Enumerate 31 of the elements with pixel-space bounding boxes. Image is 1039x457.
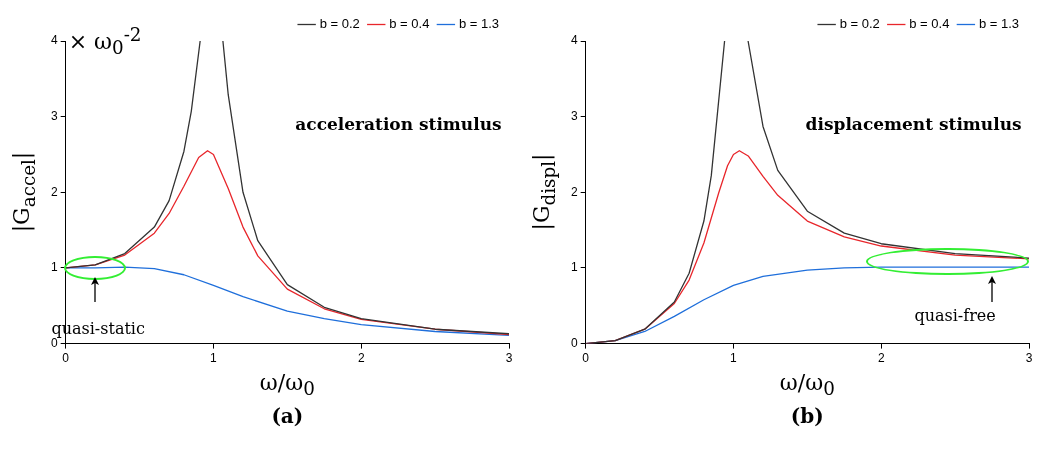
annotation: quasi-free	[914, 305, 996, 325]
annotation: acceleration stimulus	[295, 114, 502, 135]
y-tick-label: 4	[50, 33, 58, 48]
legend-label: b = 0.2	[839, 16, 880, 32]
x-tick-label: 2	[877, 351, 885, 366]
y-tick-label: 1	[50, 260, 58, 275]
x-tick-label: 0	[582, 351, 590, 366]
x-tick-label: 0	[62, 351, 70, 366]
legend-label: b = 0.2	[319, 16, 360, 32]
legend-label: b = 1.3	[458, 16, 500, 32]
text: (a)	[271, 403, 304, 428]
y-tick-label: 2	[50, 184, 58, 199]
legend-label: b = 0.4	[909, 16, 950, 32]
y-tick-label: 0	[50, 335, 58, 350]
x-axis-title: ω/ω$_{0}$	[779, 369, 835, 399]
x-tick-label: 3	[505, 351, 513, 366]
y-tick-label: 2	[570, 184, 578, 199]
x-axis-title: ω/ω$_{0}$	[259, 369, 315, 399]
x-tick-label: 2	[357, 351, 365, 366]
y-tick-label: 0	[570, 335, 578, 350]
y-tick-label: 4	[570, 33, 578, 48]
annotation: displacement stimulus	[805, 114, 1022, 135]
legend-label: b = 1.3	[978, 16, 1020, 32]
text: (b)	[790, 403, 824, 428]
x-tick-label: 1	[730, 351, 738, 366]
legend-label: b = 0.4	[389, 16, 430, 32]
x-tick-label: 3	[1025, 351, 1033, 366]
y-tick-label: 3	[50, 108, 58, 123]
y-tick-label: 3	[570, 108, 578, 123]
x-tick-label: 1	[210, 351, 218, 366]
y-tick-label: 1	[570, 260, 578, 275]
